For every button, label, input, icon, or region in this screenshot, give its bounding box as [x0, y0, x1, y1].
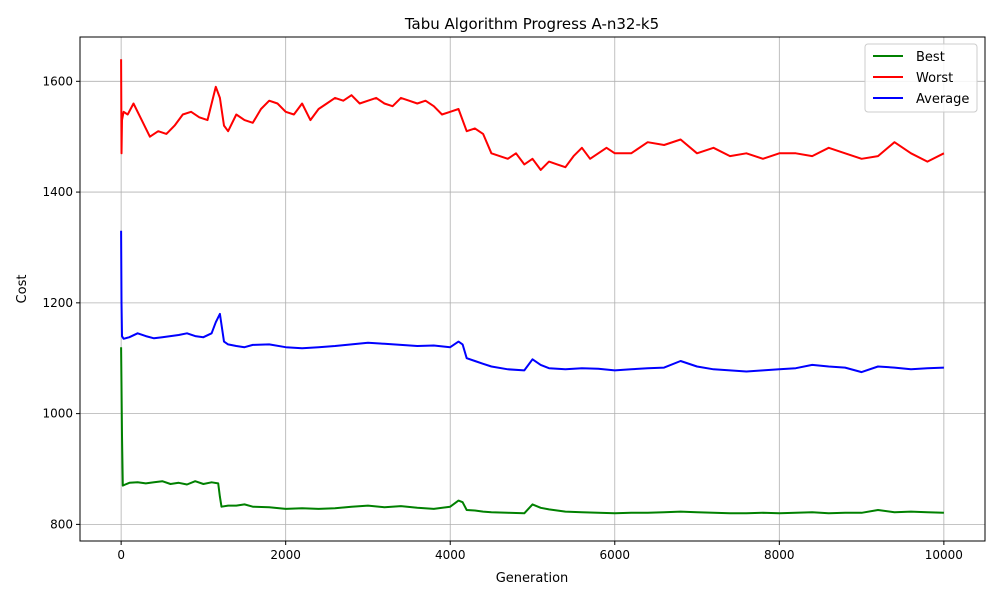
legend-label-worst: Worst [916, 71, 953, 86]
x-tick-label: 8000 [764, 548, 795, 562]
y-tick-label: 1200 [42, 296, 73, 310]
x-tick-label: 2000 [270, 548, 301, 562]
y-tick-label: 800 [50, 517, 73, 531]
plot-frame [79, 36, 986, 542]
x-axis-label: Generation [496, 571, 569, 586]
x-tick-label: 4000 [435, 548, 466, 562]
legend-label-best: Best [916, 50, 945, 65]
series-lines [120, 59, 945, 515]
series-line-average [120, 230, 944, 374]
y-tick-label: 1400 [42, 185, 73, 199]
x-tick-label: 6000 [599, 548, 630, 562]
series-line-worst [120, 59, 945, 171]
y-axis-label: Cost [15, 275, 30, 304]
chart-title: Tabu Algorithm Progress A-n32-k5 [404, 15, 659, 33]
legend-label-average: Average [916, 92, 969, 107]
series-line-best [120, 347, 944, 515]
x-tick-label: 0 [117, 548, 125, 562]
grid [80, 37, 985, 541]
y-tick-label: 1000 [42, 407, 73, 421]
legend-box [864, 43, 978, 113]
x-tick-label: 10000 [925, 548, 963, 562]
y-tick-label: 1600 [42, 74, 73, 88]
legend: Best Worst Average [864, 43, 978, 113]
axis-ticks: 0 2000 4000 6000 8000 10000 800 1000 1200 1400 160… [42, 74, 963, 562]
